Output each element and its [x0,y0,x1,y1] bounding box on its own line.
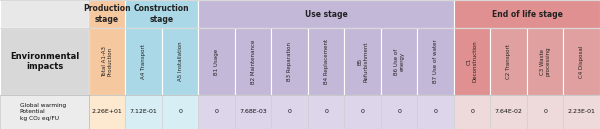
Text: End of life stage: End of life stage [491,10,562,19]
Bar [0,28,89,95]
Bar [418,95,454,129]
Text: Construction
stage: Construction stage [134,5,190,24]
Bar [162,95,199,129]
Bar [235,95,271,129]
Bar [199,0,454,28]
Text: 0: 0 [215,109,218,114]
Text: B3 Reparation: B3 Reparation [287,42,292,81]
Bar [199,95,235,129]
Text: 7.68E-03: 7.68E-03 [239,109,267,114]
Text: 0: 0 [324,109,328,114]
Bar [271,28,308,95]
Bar [454,0,600,28]
Bar [235,28,271,95]
Bar [308,95,344,129]
Bar [125,28,162,95]
Bar [0,0,89,28]
Text: B2 Maintenance: B2 Maintenance [251,39,256,84]
Text: Production
stage: Production stage [83,5,131,24]
Bar [89,0,125,28]
Text: B5
Refurbishment: B5 Refurbishment [357,41,368,82]
Bar [563,28,600,95]
Bar [527,95,563,129]
Bar [89,28,125,95]
Text: 0: 0 [543,109,547,114]
Bar [454,95,490,129]
Bar [162,28,199,95]
Bar [490,28,527,95]
Text: B6 Use of
energy: B6 Use of energy [394,49,404,75]
Bar [527,28,563,95]
Bar [344,95,381,129]
Bar [381,95,418,129]
Bar [308,28,344,95]
Text: C3 Waste
processing: C3 Waste processing [540,47,551,76]
Text: 2.23E-01: 2.23E-01 [568,109,596,114]
Bar [125,0,199,28]
Bar [344,28,381,95]
Text: A5 Installation: A5 Installation [178,42,182,81]
Bar [199,28,235,95]
Text: C4 Disposal: C4 Disposal [579,45,584,78]
Bar [381,28,418,95]
Text: 0: 0 [361,109,365,114]
Text: C1
Deconstruction: C1 Deconstruction [467,41,478,82]
Text: 0: 0 [178,109,182,114]
Text: 0: 0 [470,109,474,114]
Text: Total A1-A3
Production: Total A1-A3 Production [101,46,112,77]
Text: A4 Transport: A4 Transport [141,44,146,79]
Text: C2 Transport: C2 Transport [506,44,511,79]
Text: Use stage: Use stage [305,10,347,19]
Bar [454,28,490,95]
Text: 0: 0 [397,109,401,114]
Text: B1 Usage: B1 Usage [214,49,219,75]
Bar [89,95,125,129]
Bar [563,95,600,129]
Bar [271,95,308,129]
Text: Global warming
Potential
kg CO₂ eq/FU: Global warming Potential kg CO₂ eq/FU [20,103,65,121]
Text: 7.64E-02: 7.64E-02 [495,109,523,114]
Text: 2.26E+01: 2.26E+01 [92,109,122,114]
Bar [490,95,527,129]
Text: B7 Use of water: B7 Use of water [433,40,438,83]
Text: B4 Replacement: B4 Replacement [323,39,329,84]
Text: 7.12E-01: 7.12E-01 [130,109,157,114]
Text: Environmental
impacts: Environmental impacts [10,52,79,71]
Text: 0: 0 [287,109,292,114]
Bar [125,95,162,129]
Text: 0: 0 [434,109,437,114]
Bar [0,95,89,129]
Bar [418,28,454,95]
